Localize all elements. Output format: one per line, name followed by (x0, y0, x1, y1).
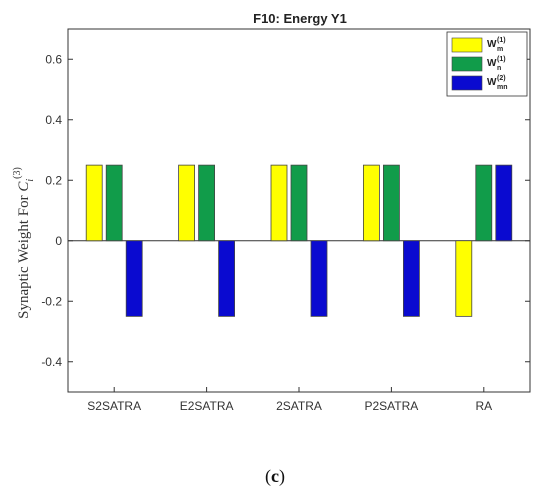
x-tick-label: P2SATRA (365, 399, 419, 413)
legend-entry: W (487, 58, 497, 69)
bar-chart: -0.4 -0.2 0 0.2 0.4 0.6 S2SATRA E2SATRA 2SATRA P2… (12, 11, 531, 413)
y-tick-label: 0.2 (45, 173, 62, 187)
x-tick-label: S2SATRA (87, 399, 141, 413)
legend-swatch (451, 56, 483, 72)
bar-p2satra-series-1 (362, 164, 380, 242)
bar-ra-series-3 (495, 164, 513, 242)
x-tick-label: E2SATRA (180, 399, 234, 413)
bar-ra-series-2 (475, 164, 493, 242)
legend-swatch (451, 75, 483, 91)
bar-p2satra-series-3 (402, 240, 420, 317)
legend-entry: W (487, 39, 497, 50)
bar-p2satra-series-2 (382, 164, 400, 242)
legend-swatch (451, 37, 483, 53)
bar-e2satra-series-2 (198, 164, 216, 242)
bar-s2satra-series-1 (85, 164, 103, 242)
bar-ra-series-1 (455, 240, 473, 317)
legend-entry-sup: (2) (497, 75, 506, 82)
chart-title: F10: Energy Y1 (253, 11, 347, 26)
bar-s2satra-series-2 (105, 164, 123, 242)
legend-entry-sub: mn (497, 84, 508, 91)
legend-entry-sub: n (497, 65, 501, 72)
y-tick-label: -0.2 (41, 294, 62, 308)
legend-entry: W (487, 77, 497, 88)
bar-e2satra-series-1 (178, 164, 196, 242)
legend-entry-sub: m (497, 46, 503, 53)
x-tick-label: RA (475, 399, 492, 413)
y-tick-label: 0.4 (45, 113, 62, 127)
bar-2satra-series-2 (290, 164, 308, 242)
y-tick-label: 0.6 (45, 52, 62, 66)
bar-2satra-series-1 (270, 164, 288, 242)
legend-entry-sup: (1) (497, 56, 506, 63)
legend-entry-sup: (1) (497, 37, 506, 44)
figure-caption: (c) (265, 466, 285, 486)
x-tick-label: 2SATRA (276, 399, 322, 413)
bar-s2satra-series-3 (125, 240, 143, 317)
bar-2satra-series-3 (310, 240, 328, 317)
y-tick-label: 0 (55, 234, 62, 248)
y-axis-label: Synaptic Weight For Ci(3) (12, 167, 36, 319)
y-tick-label: -0.4 (41, 355, 62, 369)
bar-e2satra-series-3 (218, 240, 236, 317)
